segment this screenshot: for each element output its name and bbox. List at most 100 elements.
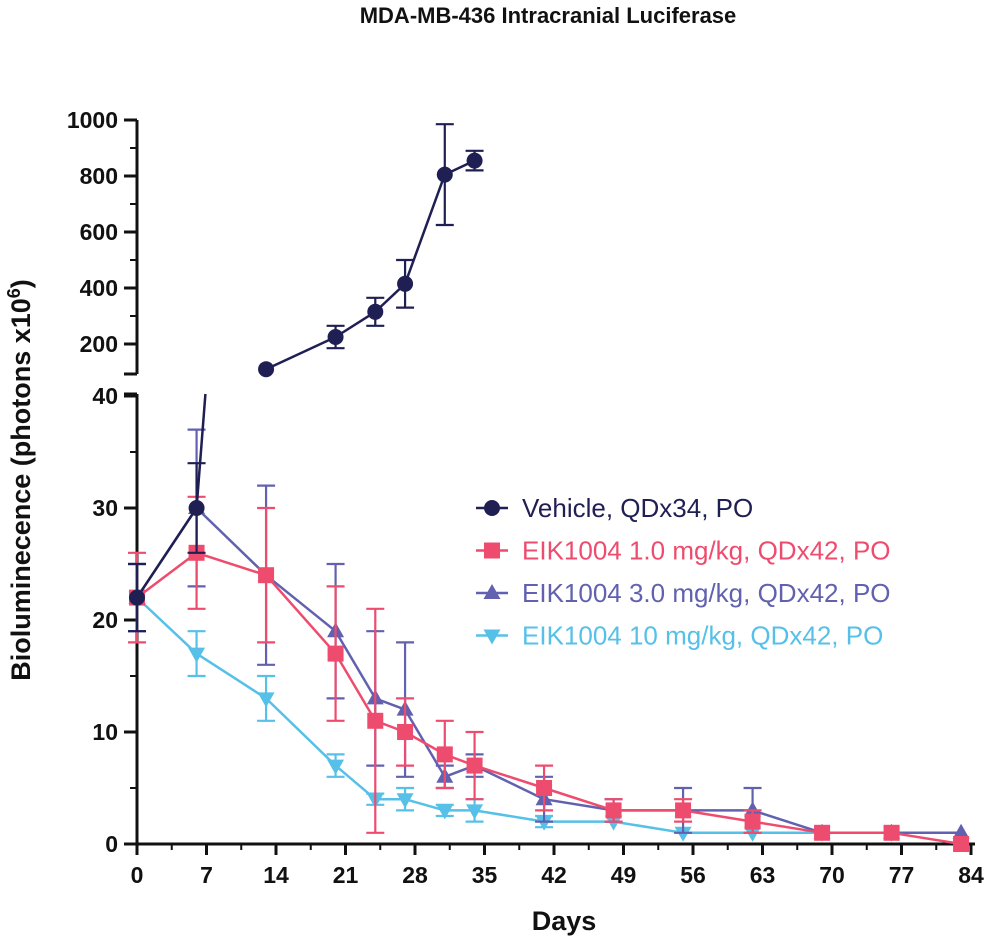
series-line <box>136 596 198 655</box>
x-tick-label: 49 <box>611 862 637 888</box>
series-line <box>474 809 545 823</box>
series-line <box>265 335 337 371</box>
data-point <box>535 815 553 831</box>
data-point <box>744 801 762 817</box>
data-point <box>327 329 344 345</box>
y-tick-label: 800 <box>80 163 118 189</box>
data-point <box>814 824 831 841</box>
legend-label: EIK1004 1.0 mg/kg, QDx42, PO <box>522 536 891 566</box>
plot-area <box>128 123 970 852</box>
series-line <box>404 797 446 812</box>
data-point <box>188 500 205 516</box>
y-tick-label: 30 <box>92 495 118 521</box>
data-point <box>466 757 483 774</box>
data-point <box>367 712 384 729</box>
data-point <box>883 824 900 841</box>
series-line <box>752 820 823 835</box>
series-line <box>136 551 198 599</box>
data-point <box>257 692 275 708</box>
y-tick-label: 200 <box>80 331 118 357</box>
data-point <box>436 746 453 763</box>
series-0 <box>128 123 484 633</box>
series-1 <box>128 495 970 852</box>
x-axis-title: Days <box>532 906 597 936</box>
data-point <box>258 361 275 378</box>
x-tick-label: 70 <box>819 862 845 888</box>
x-tick-label: 28 <box>402 862 428 888</box>
series-line <box>403 174 446 285</box>
legend-label: EIK1004 3.0 mg/kg, QDx42, PO <box>522 578 891 608</box>
data-point <box>397 275 414 292</box>
x-tick-label: 42 <box>541 862 567 888</box>
series-line <box>474 764 545 790</box>
data-point <box>674 826 692 842</box>
data-point <box>327 759 345 775</box>
data-point <box>536 780 553 796</box>
x-axis-ticks: 0 7 14 21 28 35 42 49 56 63 70 77 84 <box>131 844 984 888</box>
x-tick-label: 35 <box>472 862 498 888</box>
series-line <box>474 764 545 801</box>
x-tick-label: 14 <box>263 862 289 888</box>
x-tick-label: 7 <box>200 862 213 888</box>
data-point <box>188 647 206 663</box>
series-line <box>613 820 684 835</box>
legend: Vehicle, QDx34, PO EIK1004 1.0 mg/kg, QDx… <box>476 493 891 651</box>
y-tick-label: 40 <box>92 383 118 409</box>
data-point <box>605 815 623 831</box>
series-line <box>543 786 614 812</box>
data-point <box>327 645 344 662</box>
axes <box>124 120 975 846</box>
data-point <box>466 804 484 820</box>
data-point <box>396 793 414 809</box>
y-tick-label: 20 <box>92 607 118 633</box>
x-tick-label: 77 <box>889 862 915 888</box>
chart-title: MDA-MB-436 Intracranial Luciferase <box>360 3 737 28</box>
y-tick-label: 10 <box>92 719 118 745</box>
series-line <box>195 652 267 700</box>
series-line <box>195 507 267 577</box>
legend-marker <box>484 542 500 559</box>
data-point <box>675 802 692 819</box>
data-point <box>436 804 454 820</box>
legend-label: Vehicle, QDx34, PO <box>522 493 753 523</box>
legend-marker <box>484 500 500 516</box>
y-tick-label: 1000 <box>67 107 118 133</box>
data-point <box>953 836 970 852</box>
data-point <box>744 826 762 842</box>
data-point <box>605 802 622 819</box>
legend-marker <box>483 629 501 645</box>
x-tick-label: 56 <box>680 862 706 888</box>
series-line <box>543 797 614 812</box>
series-line <box>196 551 267 577</box>
data-point <box>436 166 453 183</box>
data-point <box>367 303 384 320</box>
y-axis-title-superscript: 6 <box>4 288 24 298</box>
legend-label: EIK1004 10 mg/kg, QDx42, PO <box>522 621 883 651</box>
legend-marker <box>483 584 501 599</box>
x-tick-label: 84 <box>958 862 984 888</box>
data-point <box>952 823 970 839</box>
series-line <box>334 652 377 722</box>
series-line <box>752 809 823 834</box>
x-tick-label: 63 <box>750 862 776 888</box>
series-line <box>135 507 198 599</box>
series-line <box>334 630 377 700</box>
y-tick-label: 0 <box>105 831 118 857</box>
series-line <box>682 809 753 823</box>
y-axis-ticks: 0 10 20 30 40 200 400 600 800 1000 <box>67 107 137 857</box>
data-point <box>258 567 275 584</box>
y-tick-label: 600 <box>80 219 118 245</box>
data-point <box>466 152 483 169</box>
series-line <box>195 393 207 509</box>
y-axis-title-main: Bioluminecence (photons x10 <box>6 298 36 681</box>
series-line <box>265 574 337 655</box>
series-line <box>891 831 962 846</box>
data-point <box>129 589 145 606</box>
series-line <box>265 574 337 633</box>
y-axis-title-suffix: ) <box>6 279 36 288</box>
data-point <box>397 724 414 740</box>
data-point <box>744 813 761 830</box>
y-tick-label: 400 <box>80 275 118 301</box>
series-line <box>265 697 337 767</box>
